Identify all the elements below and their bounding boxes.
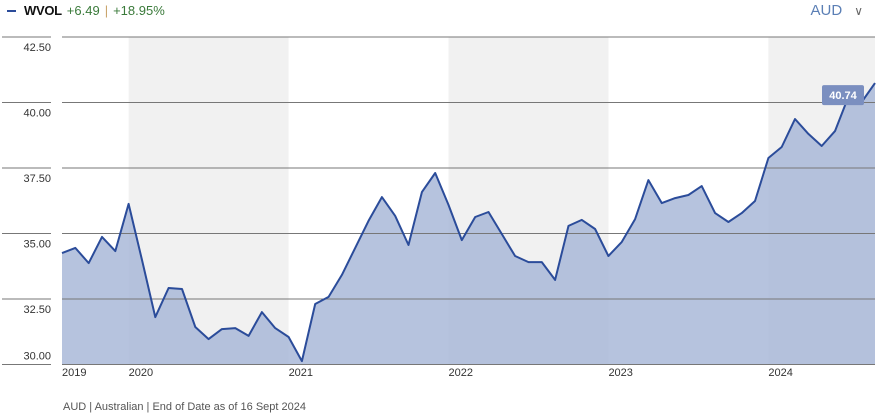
x-tick-label-2024: 2024 <box>768 367 792 379</box>
data-point <box>834 130 837 133</box>
data-point <box>220 328 223 331</box>
data-point <box>367 219 370 222</box>
data-point <box>154 316 157 319</box>
data-point <box>87 262 90 265</box>
y-tick-label: 42.50 <box>23 42 51 54</box>
data-point <box>394 214 397 217</box>
data-point <box>727 220 730 223</box>
data-point <box>287 335 290 338</box>
data-point <box>540 261 543 264</box>
data-point <box>247 334 250 337</box>
data-point <box>61 252 64 255</box>
data-point <box>554 278 557 281</box>
data-point <box>634 218 637 221</box>
data-point <box>674 197 677 200</box>
last-value-label: 40.74 <box>829 90 857 102</box>
data-point <box>714 212 717 215</box>
data-point <box>207 338 210 341</box>
data-point <box>380 196 383 199</box>
data-point <box>114 250 117 253</box>
data-point <box>274 327 277 330</box>
data-point <box>780 146 783 149</box>
data-point <box>474 215 477 218</box>
chart-header: WVOL +6.49 | +18.95% <box>7 3 165 18</box>
area-fill <box>62 83 875 365</box>
data-point <box>194 326 197 329</box>
data-point <box>140 258 143 261</box>
data-point <box>767 157 770 160</box>
data-point <box>500 233 503 236</box>
data-point <box>300 360 303 363</box>
data-point <box>567 224 570 227</box>
data-point <box>700 185 703 188</box>
data-point <box>594 228 597 231</box>
x-tick-label-2021: 2021 <box>289 367 313 379</box>
data-point <box>314 302 317 305</box>
y-tick-label: 40.00 <box>23 108 51 120</box>
data-point <box>607 255 610 258</box>
data-point <box>234 327 237 330</box>
currency-select[interactable]: AUD ∨ <box>811 2 863 19</box>
data-point <box>820 144 823 147</box>
data-point <box>807 132 810 135</box>
data-point <box>754 200 757 203</box>
data-point <box>487 211 490 214</box>
y-tick-label: 30.00 <box>23 351 51 363</box>
data-point <box>167 286 170 289</box>
data-point <box>127 202 130 205</box>
data-point <box>647 179 650 182</box>
y-tick-label: 35.00 <box>23 239 51 251</box>
data-point <box>514 255 517 258</box>
x-tick-label-2023: 2023 <box>608 367 632 379</box>
data-point <box>527 261 530 264</box>
data-point <box>180 288 183 291</box>
last-value-badge <box>822 85 864 106</box>
data-point <box>460 239 463 242</box>
data-point <box>407 244 410 247</box>
currency-value: AUD <box>810 2 843 19</box>
series-line <box>61 82 876 363</box>
legend-swatch <box>7 9 16 12</box>
data-point <box>874 82 877 85</box>
data-point <box>580 218 583 221</box>
data-point <box>74 246 77 249</box>
data-point <box>740 212 743 215</box>
data-point <box>447 203 450 206</box>
ticker-label: WVOL <box>24 3 62 18</box>
change-absolute: +6.49 <box>66 3 100 18</box>
separator: | <box>104 3 109 18</box>
x-tick-label-2019: 2019 <box>62 367 86 379</box>
data-point <box>327 295 330 298</box>
data-point <box>420 191 423 194</box>
y-tick-label: 37.50 <box>23 173 51 185</box>
data-point <box>620 240 623 243</box>
data-point <box>434 171 437 174</box>
footer-note: AUD | Australian | End of Date as of 16 … <box>63 401 306 413</box>
data-point <box>794 118 797 121</box>
x-tick-label-2020: 2020 <box>129 367 153 379</box>
change-percent: +18.95% <box>113 3 165 18</box>
data-point <box>260 311 263 314</box>
year-band-2020 <box>128 37 289 365</box>
data-point <box>354 246 357 249</box>
chevron-down-icon: ∨ <box>854 3 863 18</box>
y-tick-label: 32.50 <box>23 304 51 316</box>
data-point <box>687 193 690 196</box>
data-point <box>660 202 663 205</box>
data-point <box>100 235 103 238</box>
x-tick-label-2022: 2022 <box>449 367 473 379</box>
data-point <box>340 273 343 276</box>
